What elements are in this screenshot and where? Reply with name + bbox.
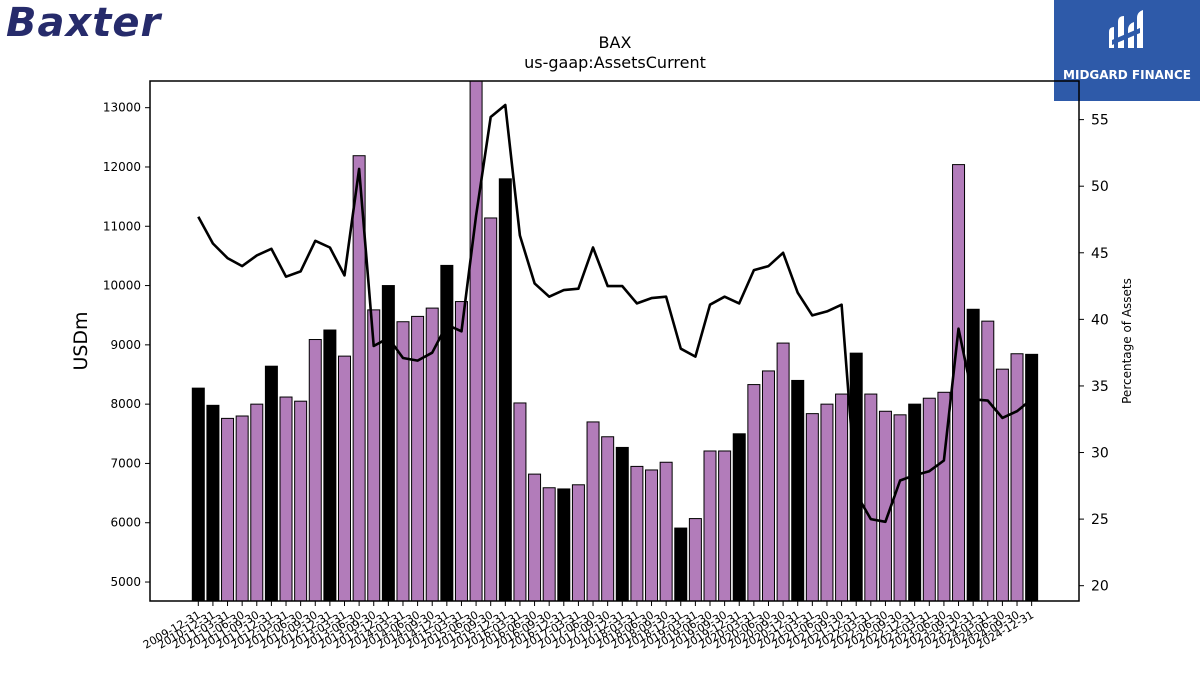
- bar: [776, 342, 790, 602]
- bar: [952, 164, 966, 602]
- bar: [835, 393, 849, 602]
- bar: [995, 368, 1009, 602]
- y2-tick-label: 35: [1091, 379, 1109, 395]
- y-tick-label: 11000: [103, 219, 141, 233]
- chart-subtitle: us-gaap:AssetsCurrent: [524, 53, 706, 72]
- bar: [308, 339, 322, 602]
- bar: [235, 415, 249, 602]
- bar: [966, 308, 980, 602]
- bar: [528, 473, 542, 602]
- y-tick-label: 12000: [103, 160, 141, 174]
- bar: [718, 450, 732, 602]
- bar: [279, 396, 293, 602]
- bar: [498, 178, 512, 602]
- y-axis-right: 20 25 30 35 40 45 50 55: [1079, 113, 1109, 595]
- bar: [820, 403, 834, 602]
- midgard-finance-logo: MIDGARD FINANCE: [1054, 0, 1200, 101]
- y-tick-label: 8000: [110, 397, 141, 411]
- bar: [674, 527, 688, 602]
- y2-tick-label: 30: [1091, 446, 1109, 462]
- bar: [761, 370, 775, 602]
- bar: [571, 484, 585, 602]
- bar: [264, 365, 278, 602]
- line-series: [197, 103, 1033, 524]
- bar: [1025, 353, 1039, 602]
- bar: [659, 461, 673, 602]
- bar: [484, 217, 498, 602]
- bar-series: [191, 80, 1039, 602]
- bar: [908, 403, 922, 602]
- bar: [338, 355, 351, 602]
- bar: [513, 402, 527, 602]
- bar: [542, 487, 556, 602]
- bar: [601, 436, 615, 602]
- bar: [206, 404, 220, 602]
- bar: [323, 329, 337, 602]
- plot-frame: [149, 80, 1080, 602]
- y2-axis-label: Percentage of Assets: [1120, 278, 1134, 404]
- bar: [250, 403, 264, 602]
- y2-tick-label: 50: [1091, 179, 1109, 195]
- bar: [645, 469, 659, 602]
- bar: [440, 264, 454, 602]
- y2-tick-label: 20: [1091, 579, 1109, 595]
- bar: [922, 397, 936, 602]
- percentage-line: [197, 103, 1033, 524]
- y-axis-left: 5000 6000 7000 8000 9000 10000 11000 12000 13000: [103, 101, 150, 589]
- bar: [367, 309, 381, 602]
- bar: [469, 80, 483, 602]
- bar: [396, 321, 410, 602]
- bar: [294, 400, 308, 602]
- bar: [381, 285, 395, 602]
- bar: [791, 379, 805, 602]
- x-axis: 2009-12-312010-12-312011-03-312011-06-30…: [141, 601, 1036, 652]
- y-tick-label: 9000: [110, 338, 141, 352]
- y2-tick-label: 40: [1091, 312, 1109, 328]
- y-axis-label: USDm: [70, 311, 92, 370]
- bar: [615, 446, 629, 602]
- bar: [454, 301, 468, 602]
- bar: [732, 433, 746, 602]
- y-tick-label: 13000: [103, 101, 141, 115]
- midgard-mark-icon: [1109, 10, 1143, 48]
- y-tick-label: 7000: [110, 456, 141, 470]
- bar: [1010, 353, 1024, 602]
- bar: [191, 387, 205, 602]
- bar: [557, 488, 571, 602]
- bar: [586, 421, 600, 602]
- y2-tick-label: 45: [1091, 246, 1109, 262]
- bar: [703, 450, 717, 602]
- bar: [221, 417, 235, 602]
- y2-tick-label: 25: [1091, 512, 1109, 528]
- y-tick-label: 5000: [110, 575, 141, 589]
- midgard-finance-wordmark: MIDGARD FINANCE: [1063, 68, 1191, 82]
- y-tick-label: 10000: [103, 279, 141, 293]
- chart-title: BAX: [599, 33, 632, 52]
- bar: [864, 393, 878, 602]
- bar: [688, 518, 702, 602]
- bar: [747, 384, 761, 602]
- y2-tick-label: 55: [1091, 113, 1109, 129]
- baxter-logo: Baxter: [6, 0, 162, 46]
- bar: [893, 414, 907, 602]
- bar: [630, 465, 644, 602]
- y-tick-label: 6000: [110, 516, 141, 530]
- bar: [805, 413, 819, 602]
- bar: [981, 320, 995, 602]
